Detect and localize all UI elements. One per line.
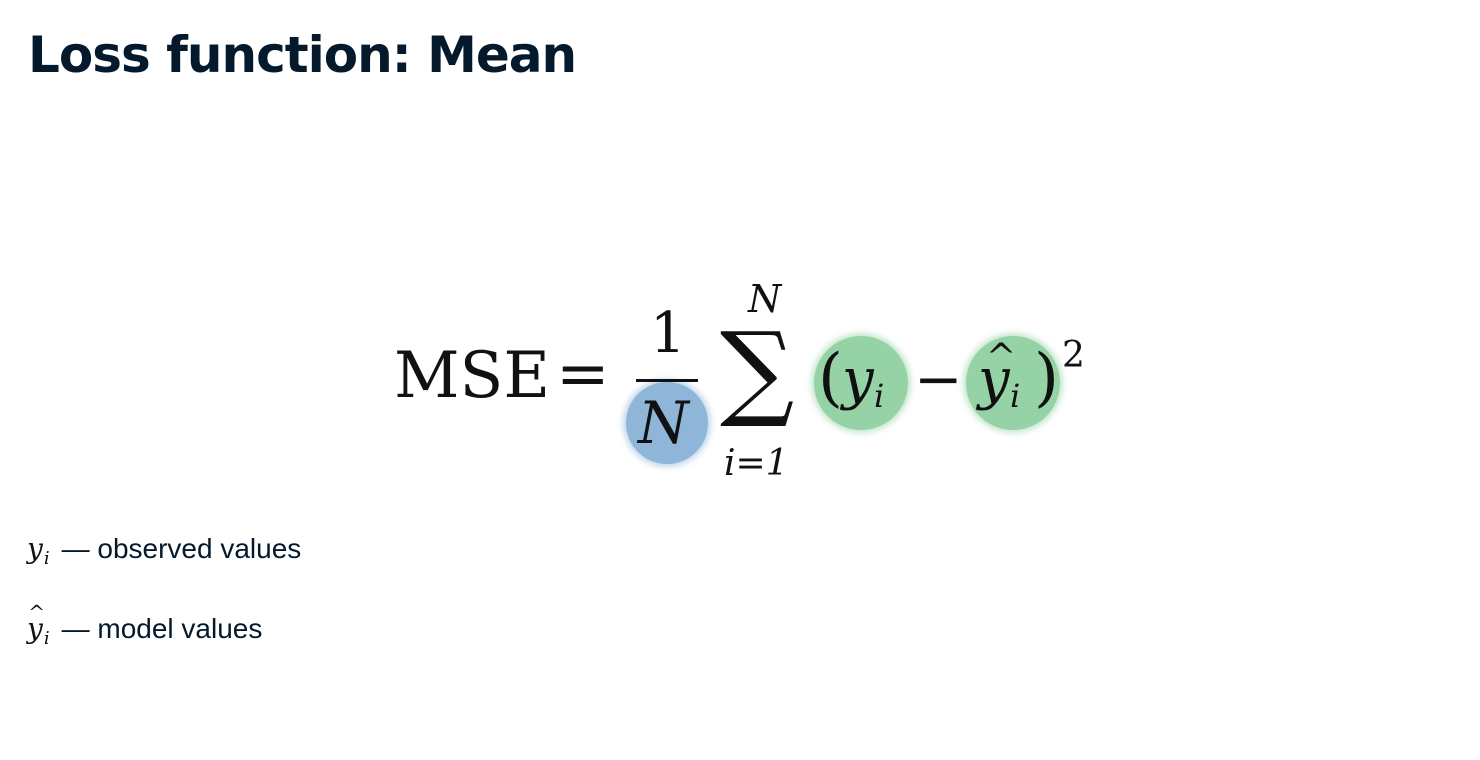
fraction-bar: [636, 379, 698, 382]
formula-lhs: MSE: [394, 339, 551, 413]
fraction-numerator: 1: [650, 301, 686, 366]
legend-observed: y i — observed values: [27, 532, 302, 569]
model-y-subscript: i: [1010, 377, 1021, 415]
open-paren: (: [818, 341, 843, 415]
legend-model-hat: ^: [28, 600, 45, 624]
denominator-highlight: [626, 382, 708, 464]
legend-model-symbol: ^ y: [27, 602, 45, 645]
exponent: 2: [1062, 335, 1085, 376]
legend-observed-symbol: y: [27, 532, 43, 565]
sum-upper-limit: N: [748, 277, 782, 321]
legend-model-subscript: i: [43, 628, 50, 649]
legend-model: ^ y i — model values: [27, 602, 263, 649]
legend-model-text: — model values: [61, 613, 263, 644]
legend-model-letter: y: [27, 612, 43, 645]
sum-symbol: ∑: [720, 309, 795, 431]
model-term-highlight: [966, 336, 1060, 430]
observed-y-subscript: i: [874, 377, 885, 415]
close-paren: ): [1034, 341, 1059, 415]
page-title: Loss function: Mean: [28, 26, 577, 84]
model-y: y: [978, 347, 1010, 412]
minus-sign: −: [914, 345, 963, 413]
legend-observed-text: — observed values: [61, 533, 302, 564]
sum-lower-limit: i=1: [724, 443, 789, 484]
observed-y: y: [842, 347, 874, 412]
legend-observed-subscript: i: [43, 548, 50, 569]
fraction-denominator: N: [638, 389, 689, 457]
hat-accent: ^: [986, 337, 1017, 378]
observed-term-highlight: [814, 336, 908, 430]
formula-equals: =: [556, 337, 610, 411]
